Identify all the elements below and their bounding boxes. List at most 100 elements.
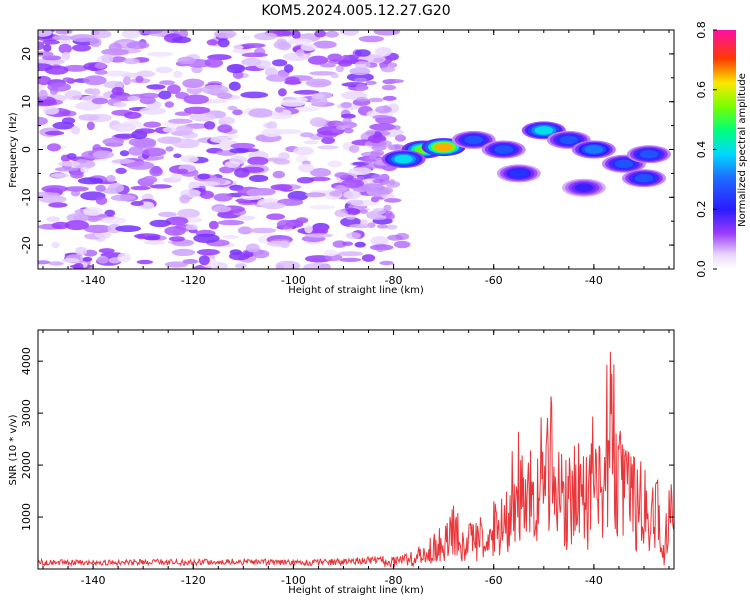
heatmap-noise-blob bbox=[309, 71, 337, 76]
heatmap-noise-blob bbox=[384, 198, 402, 203]
heatmap-noise-blob bbox=[226, 64, 246, 74]
heatmap-noise-blob bbox=[57, 160, 80, 167]
heatmap-noise-blob bbox=[307, 55, 329, 65]
heatmap-noise-blob bbox=[341, 113, 356, 119]
colorbar: 0.0 0.2 0.4 0.6 0.8 Normalized spectral ampl… bbox=[695, 21, 748, 278]
heatmap-noise-blob bbox=[127, 95, 140, 102]
heatmap-noise-blob bbox=[348, 145, 360, 153]
heatmap-noise-blob bbox=[38, 260, 51, 265]
heatmap-noise-blob bbox=[82, 256, 93, 262]
heatmap-noise-blob bbox=[47, 82, 72, 92]
heatmap-noise-blob bbox=[332, 240, 347, 248]
heatmap-noise-blob bbox=[183, 94, 209, 105]
heatmap-noise-blob bbox=[382, 79, 405, 84]
x-tick-label: -60 bbox=[485, 574, 503, 587]
heatmap-noise-blob bbox=[295, 49, 305, 57]
heatmap-noise-blob bbox=[226, 134, 239, 139]
heatmap-noise-blob bbox=[158, 90, 172, 100]
heatmap-noise-blob bbox=[387, 62, 398, 68]
heatmap-noise-blob bbox=[149, 219, 171, 228]
heatmap-noise-blob bbox=[76, 159, 88, 164]
heatmap-noise-blob bbox=[64, 186, 89, 192]
heatmap-noise-blob bbox=[371, 174, 388, 179]
heatmap-noise-blob bbox=[52, 35, 74, 41]
x-tick-label: -120 bbox=[181, 574, 206, 587]
heatmap-noise-blob bbox=[108, 42, 123, 52]
heatmap-noise-blob bbox=[293, 89, 320, 95]
heatmap-noise-blob bbox=[87, 217, 100, 223]
x-tick-label: -80 bbox=[385, 574, 403, 587]
heatmap-noise-blob bbox=[123, 76, 131, 86]
heatmap-noise-blob bbox=[210, 136, 229, 144]
heatmap-noise-blob bbox=[359, 219, 368, 227]
heatmap-noise-blob bbox=[77, 177, 104, 185]
heatmap-noise-blob bbox=[95, 184, 106, 192]
heatmap-noise-blob bbox=[229, 148, 249, 154]
heatmap-noise-blob bbox=[265, 74, 291, 82]
heatmap-noise-blob bbox=[48, 202, 68, 208]
heatmap-noise-blob bbox=[309, 168, 332, 177]
heatmap-noise-blob bbox=[381, 84, 396, 91]
heatmap-feature-contour bbox=[464, 135, 483, 145]
heatmap-noise-blob bbox=[164, 261, 189, 268]
heatmap-noise-blob bbox=[94, 69, 108, 75]
heatmap-noise-blob bbox=[54, 166, 79, 172]
heatmap-noise-blob bbox=[182, 78, 205, 89]
heatmap-noise-blob bbox=[372, 178, 384, 184]
heatmap-noise-blob bbox=[325, 30, 339, 38]
heatmap-noise-blob bbox=[63, 64, 89, 72]
heatmap-noise-blob bbox=[143, 147, 167, 157]
heatmap-noise-blob bbox=[365, 129, 376, 136]
heatmap-noise-blob bbox=[177, 56, 196, 65]
heatmap-y-ticks: -20 -10 0 10 20 bbox=[20, 29, 674, 270]
snr-y-ticks: 1000 2000 3000 4000 bbox=[20, 347, 674, 531]
heatmap-noise-blob bbox=[293, 146, 314, 156]
heatmap-noise-blob bbox=[363, 157, 374, 165]
heatmap-feature-contour bbox=[509, 169, 528, 178]
snr-y-label: SNR (10 * v/v) bbox=[8, 414, 19, 485]
heatmap-noise-blob bbox=[119, 150, 130, 157]
heatmap-noise-blob bbox=[51, 241, 60, 249]
heatmap-noise-blob bbox=[62, 77, 73, 83]
snr-x-label: Height of straight line (km) bbox=[288, 585, 424, 596]
heatmap-noise-blob bbox=[203, 121, 216, 130]
colorbar-label: Normalized spectral amplitude bbox=[737, 73, 748, 227]
heatmap-noise-blob bbox=[213, 193, 233, 202]
heatmap-noise-blob bbox=[143, 121, 162, 128]
heatmap-noise-blob bbox=[121, 30, 141, 39]
heatmap-noise-blob bbox=[375, 47, 392, 57]
x-tick-label: -80 bbox=[385, 274, 403, 287]
y-tick-label: 3000 bbox=[20, 399, 33, 427]
y-tick-label: -10 bbox=[20, 188, 33, 206]
heatmap-noise-blob bbox=[261, 128, 283, 137]
heatmap-noise-blob bbox=[182, 259, 199, 264]
heatmap-noise-blob bbox=[48, 261, 64, 266]
heatmap-noise-blob bbox=[377, 186, 393, 195]
heatmap-noise-blob bbox=[123, 111, 142, 119]
heatmap-noise-blob bbox=[117, 252, 131, 263]
heatmap-noise-blob bbox=[388, 144, 406, 151]
heatmap-noise-blob bbox=[387, 234, 404, 241]
heatmap-noise-blob bbox=[331, 128, 340, 134]
heatmap-noise-blob bbox=[114, 133, 137, 139]
heatmap-noise-blob bbox=[313, 40, 337, 49]
heatmap-noise-blob bbox=[300, 43, 317, 52]
snr-plot-area bbox=[38, 330, 674, 569]
heatmap-noise-blob bbox=[385, 224, 398, 230]
heatmap-noise-blob bbox=[177, 208, 200, 219]
heatmap-noise-blob bbox=[272, 170, 285, 179]
heatmap-noise-blob bbox=[279, 99, 306, 107]
heatmap-noise-blob bbox=[348, 223, 371, 229]
heatmap-noise-blob bbox=[69, 34, 96, 42]
heatmap-noise-blob bbox=[383, 204, 392, 211]
snr-series-line bbox=[38, 351, 674, 568]
heatmap-noise-blob bbox=[277, 41, 292, 51]
heatmap-feature-contour bbox=[639, 150, 659, 159]
colorbar-tick-label: 0.0 bbox=[695, 260, 708, 278]
heatmap-noise-blob bbox=[91, 97, 109, 105]
heatmap-noise-blob bbox=[317, 145, 339, 150]
heatmap-noise-blob bbox=[98, 248, 115, 254]
heatmap-noise-blob bbox=[173, 153, 182, 159]
x-tick-label: -100 bbox=[281, 574, 306, 587]
